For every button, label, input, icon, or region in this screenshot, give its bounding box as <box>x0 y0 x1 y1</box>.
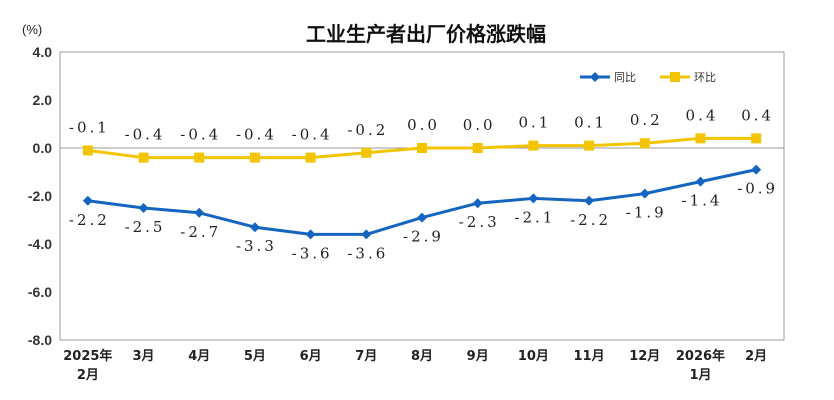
data-point <box>249 152 260 163</box>
data-label: - 2 . 2 <box>69 211 107 229</box>
data-point <box>472 143 483 153</box>
data-point <box>584 140 595 151</box>
data-label: - 2 . 5 <box>125 218 163 236</box>
data-label: - 3 . 6 <box>292 244 330 262</box>
data-label: 0 . 1 <box>574 114 604 132</box>
data-point <box>138 152 149 163</box>
data-label: 0 . 2 <box>630 111 660 129</box>
data-point <box>639 138 650 149</box>
y-tick-label: -4.0 <box>28 236 52 252</box>
y-tick-label: 2.0 <box>33 92 53 108</box>
data-point <box>82 195 93 206</box>
data-label: - 0 . 4 <box>236 126 274 144</box>
chart-title: 工业生产者出厂价格涨跌幅 <box>306 22 546 46</box>
data-point <box>82 145 93 156</box>
x-tick-label: 3月 <box>133 349 155 364</box>
data-point <box>751 164 762 175</box>
data-point <box>639 188 650 199</box>
data-point <box>305 229 316 240</box>
data-label: - 0 . 4 <box>180 126 218 144</box>
data-point <box>695 176 706 187</box>
x-tick-label: 7月 <box>355 349 377 364</box>
data-label: - 1 . 9 <box>626 204 664 222</box>
data-label: - 0 . 4 <box>125 126 163 144</box>
plot-frame <box>59 51 785 341</box>
x-tick-label: 6月 <box>300 349 322 364</box>
data-label: - 0 . 1 <box>69 118 107 136</box>
y-tick-label: -6.0 <box>28 284 52 300</box>
data-label: 0 . 0 <box>407 116 437 134</box>
x-tick-label: 9月 <box>467 349 489 364</box>
x-tick-label: 2月 <box>745 349 767 364</box>
data-label: 0 . 1 <box>518 114 548 132</box>
data-point <box>417 143 427 153</box>
plot-area: 4.0 2.0 0.0 -2.0 -4.0 -6.0 -8.0 2025年 2月 3月 4月 5月 6月… <box>28 44 785 383</box>
data-label: - 2 . 9 <box>403 228 441 246</box>
legend-label: 环比 <box>694 71 716 84</box>
data-label: - 1 . 4 <box>682 192 720 210</box>
x-tick-label: 5月 <box>244 349 266 364</box>
data-point <box>695 133 706 144</box>
y-tick-label: 4.0 <box>33 44 53 60</box>
y-tick-label: 0.0 <box>33 140 53 156</box>
x-tick-label: 12月 <box>629 349 660 364</box>
legend: 同比 环比 <box>580 71 716 84</box>
legend-marker <box>670 72 680 82</box>
data-point <box>751 133 762 144</box>
y-axis-unit-label: (%) <box>22 22 42 37</box>
y-tick-label: -8.0 <box>28 332 52 348</box>
data-label: - 3 . 3 <box>236 237 274 255</box>
data-point <box>194 207 205 218</box>
x-tick-label: 11月 <box>574 349 605 364</box>
data-point <box>138 203 149 213</box>
data-point <box>194 152 205 163</box>
data-label: 0 . 4 <box>686 106 716 124</box>
data-label: 0 . 4 <box>741 106 771 124</box>
data-point <box>528 193 539 204</box>
data-point <box>472 198 483 209</box>
data-label: - 2 . 7 <box>180 223 218 241</box>
data-point <box>584 195 595 206</box>
data-label: - 2 . 2 <box>570 211 608 229</box>
data-point <box>417 212 427 223</box>
data-label: - 0 . 2 <box>347 121 385 139</box>
data-label: - 2 . 1 <box>514 208 552 226</box>
legend-label: 同比 <box>614 71 636 84</box>
data-point <box>528 140 539 151</box>
legend-marker <box>590 72 600 82</box>
data-point <box>361 229 372 240</box>
data-point <box>361 147 372 158</box>
x-tick-label: 4月 <box>188 349 210 364</box>
x-tick-label: 2026年 1月 <box>676 348 725 383</box>
data-point <box>249 222 260 233</box>
data-label: - 3 . 6 <box>347 244 385 262</box>
data-label: 0 . 0 <box>463 116 493 134</box>
x-tick-label: 8月 <box>411 349 433 364</box>
data-label: - 2 . 3 <box>459 213 497 231</box>
data-label: - 0 . 9 <box>737 180 775 198</box>
y-tick-label: -2.0 <box>28 188 52 204</box>
data-point <box>305 152 316 163</box>
data-label: - 0 . 4 <box>292 126 330 144</box>
x-tick-label: 2025年 2月 <box>63 348 112 383</box>
x-tick-label: 10月 <box>518 349 549 364</box>
